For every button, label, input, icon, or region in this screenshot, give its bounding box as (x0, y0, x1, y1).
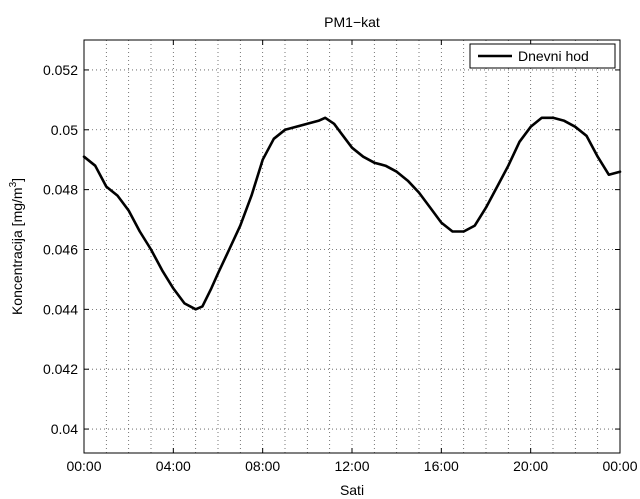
chart-title: PM1−kat (324, 14, 380, 30)
y-axis-label-close: ] (9, 178, 25, 182)
x-tick-label: 12:00 (334, 458, 369, 474)
y-axis-label: Koncentracija [mg/m3] (8, 178, 25, 315)
x-tick-label: 20:00 (513, 458, 548, 474)
legend: Dnevni hod (469, 43, 616, 69)
grid (84, 40, 620, 453)
x-tick-label: 08:00 (245, 458, 280, 474)
x-tick-label: 04:00 (156, 458, 191, 474)
series-layer (82, 116, 622, 311)
y-axis-label-superscript: 3 (8, 181, 19, 187)
y-axis: 0.04 0.042 0.044 0.046 0.048 0.05 0.052 (43, 62, 620, 437)
legend-label-dnevni-hod: Dnevni hod (518, 48, 589, 64)
plot-background (84, 40, 620, 453)
plot-area (84, 40, 620, 453)
y-tick-label: 0.048 (43, 182, 78, 198)
y-tick-label: 0.05 (51, 122, 78, 138)
y-axis-label-text: Koncentracija [mg/m (9, 187, 25, 315)
y-tick-label: 0.042 (43, 361, 78, 377)
y-tick-label: 0.046 (43, 241, 78, 257)
y-tick-label: 0.052 (43, 62, 78, 78)
x-tick-label: 00:00 (602, 458, 637, 474)
x-axis: 00:00 04:00 08:00 12:00 16:00 20:00 00:00 (66, 40, 638, 474)
x-axis-label: Sati (340, 482, 364, 498)
y-tick-label: 0.044 (43, 301, 78, 317)
x-tick-label: 00:00 (66, 458, 101, 474)
y-tick-label: 0.04 (51, 421, 78, 437)
series-line-dnevni-hod (82, 116, 622, 311)
x-tick-label: 16:00 (424, 458, 459, 474)
